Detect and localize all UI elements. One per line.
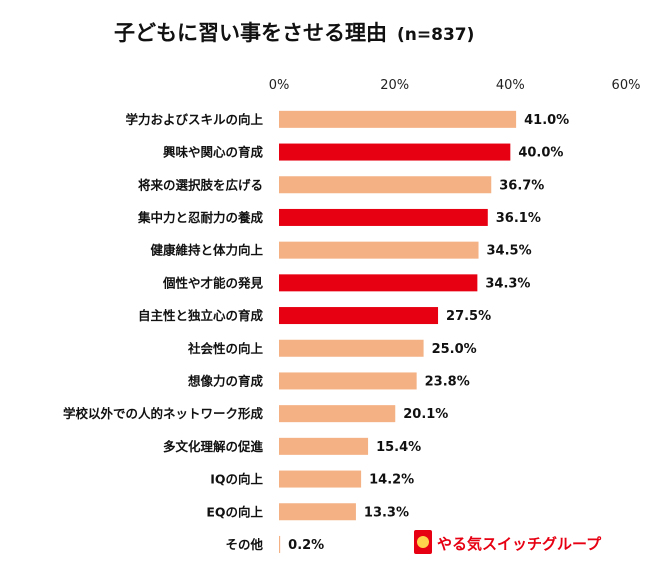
category-label: EQの向上 (206, 504, 263, 519)
value-label: 36.1% (496, 211, 541, 226)
bar (279, 307, 439, 325)
category-label: 個性や才能の発見 (162, 275, 264, 290)
bar (279, 208, 488, 226)
value-label: 40.0% (518, 146, 563, 161)
logo-mark-inner-icon (417, 536, 429, 548)
bar (279, 176, 492, 194)
value-label: 0.2% (288, 538, 324, 553)
category-labels: 学力およびスキルの向上興味や関心の育成将来の選択肢を広げる集中力と忍耐力の養成健… (63, 112, 264, 552)
category-label: 将来の選択肢を広げる (138, 177, 263, 192)
value-label: 27.5% (446, 309, 491, 324)
x-tick-label: 40% (496, 78, 525, 93)
category-label: 集中力と忍耐力の養成 (137, 210, 264, 225)
bar (279, 503, 356, 521)
bar (279, 110, 517, 128)
category-label: 自主性と独立心の育成 (138, 308, 264, 323)
bar (279, 437, 369, 455)
x-tick-label: 0% (269, 78, 290, 93)
chart-title: 子どもに習い事をさせる理由 (n=837) (114, 21, 474, 45)
chart-title-text: 子どもに習い事をさせる理由 (114, 21, 387, 45)
x-axis-ticks: 0% 20% 40% 60% (269, 78, 641, 93)
category-label: 想像力の育成 (187, 373, 264, 388)
x-tick-label: 20% (380, 78, 409, 93)
bar (279, 470, 362, 488)
bar (279, 372, 417, 390)
value-label: 14.2% (369, 473, 414, 488)
value-labels: 41.0% 40.0% 36.7% 36.1% 34.5% 34.3% 27.5% 25.0%… (288, 113, 569, 553)
category-label: IQの向上 (210, 472, 263, 487)
bars (279, 110, 517, 553)
value-label: 34.3% (485, 276, 530, 291)
sample-size: (n=837) (397, 25, 474, 45)
category-label: 健康維持と体力向上 (150, 243, 263, 258)
logo-text: やる気スイッチグループ (437, 535, 602, 553)
value-label: 34.5% (487, 244, 532, 259)
brand-logo: やる気スイッチグループ (414, 530, 602, 554)
bar (279, 241, 479, 259)
category-label: 学力およびスキルの向上 (125, 112, 263, 127)
bar (279, 274, 478, 292)
value-label: 25.0% (432, 342, 477, 357)
category-label: 多文化理解の促進 (163, 439, 264, 454)
value-label: 15.4% (376, 440, 421, 455)
value-label: 23.8% (425, 374, 470, 389)
category-label: その他 (225, 537, 263, 552)
value-label: 36.7% (499, 178, 544, 193)
bar (279, 405, 396, 423)
category-label: 社会性の向上 (187, 341, 264, 356)
bar (279, 143, 511, 161)
value-label: 20.1% (403, 407, 448, 422)
bar (279, 535, 281, 553)
bar (279, 339, 424, 357)
x-tick-label: 60% (612, 78, 641, 93)
category-label: 学校以外での人的ネットワーク形成 (63, 406, 264, 421)
value-label: 13.3% (364, 505, 409, 520)
category-label: 興味や関心の育成 (163, 145, 264, 160)
value-label: 41.0% (524, 113, 569, 128)
